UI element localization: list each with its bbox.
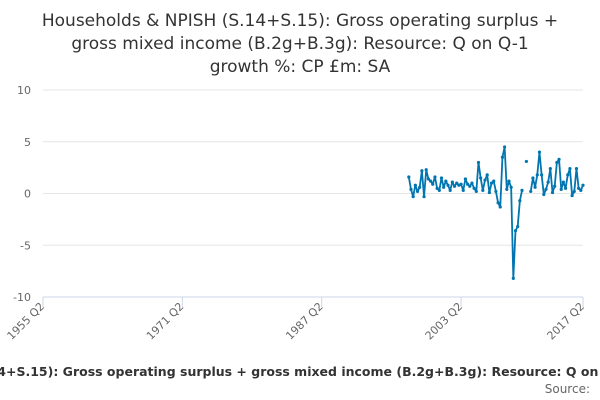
data-point[interactable] [420,169,424,173]
data-point[interactable] [494,189,498,194]
data-point[interactable] [446,183,450,187]
data-point[interactable] [428,179,433,183]
y-axis-tick-labels: 10 5 0 -5 -10 [13,84,31,304]
data-point[interactable] [568,167,572,171]
data-point[interactable] [572,189,576,194]
data-point[interactable] [540,173,544,177]
data-point[interactable] [463,177,468,181]
data-point[interactable] [424,168,428,172]
data-point[interactable] [435,186,439,190]
data-point[interactable] [442,185,446,189]
data-point[interactable] [537,150,542,154]
chart-title-line-1: Households & NPISH (S.14+S.15): Gross op… [42,11,558,31]
data-point[interactable] [563,186,568,190]
data-point[interactable] [570,193,574,198]
data-point[interactable] [437,188,441,192]
legend-item[interactable]: Households & NPISH (S.14+S.15): Gross op… [0,364,600,379]
data-point[interactable] [553,184,557,188]
data-point[interactable] [439,176,444,180]
data-point[interactable] [455,181,459,185]
y-tick-label: -10 [13,291,31,304]
series-group [407,145,585,280]
data-point[interactable] [516,225,520,229]
data-point[interactable] [524,159,528,164]
y-tick-label: 10 [17,84,31,97]
data-point[interactable] [513,229,518,233]
data-point[interactable] [481,188,485,192]
legend-label: Households & NPISH (S.14+S.15): Gross op… [0,364,600,379]
data-point[interactable] [566,173,570,177]
data-point[interactable] [444,179,448,183]
data-point[interactable] [518,199,522,203]
data-point[interactable] [492,179,496,183]
data-point[interactable] [548,167,552,171]
data-point[interactable] [409,187,413,191]
y-tick-label: 0 [24,188,31,201]
data-point[interactable] [503,145,507,149]
data-point[interactable] [407,175,411,179]
gridlines [43,89,583,298]
data-point[interactable] [520,188,524,192]
data-point[interactable] [507,179,511,183]
data-point[interactable] [581,183,585,187]
data-point[interactable] [489,181,494,185]
data-point[interactable] [550,190,555,195]
data-point[interactable] [509,185,513,189]
y-tick-label: -5 [20,239,31,252]
data-point[interactable] [415,189,420,194]
data-point[interactable] [452,184,457,188]
data-point[interactable] [546,180,550,184]
data-point[interactable] [472,186,476,190]
data-point[interactable] [559,187,563,191]
data-point[interactable] [529,189,533,194]
data-point[interactable] [418,185,422,189]
data-point[interactable] [411,195,415,199]
data-point[interactable] [422,195,426,199]
data-point[interactable] [474,189,478,194]
data-point[interactable] [533,185,537,189]
data-point[interactable] [542,192,546,197]
data-point[interactable] [433,175,437,179]
data-point[interactable] [479,176,483,180]
data-point[interactable] [461,188,465,192]
source-label: Source: [545,382,590,396]
data-point[interactable] [561,180,566,184]
data-point[interactable] [557,157,561,161]
data-point[interactable] [505,187,509,191]
data-point[interactable] [511,276,515,280]
data-point[interactable] [531,176,535,180]
data-point[interactable] [426,177,430,181]
chart-title-line-3: growth %: CP £m: SA [210,57,391,77]
data-point[interactable] [577,186,581,190]
data-point[interactable] [468,184,472,188]
data-point[interactable] [496,201,500,205]
data-point[interactable] [448,188,452,192]
data-point[interactable] [466,182,470,186]
data-point[interactable] [555,160,559,165]
data-point[interactable] [574,167,579,171]
data-point[interactable] [500,155,505,159]
y-tick-label: 5 [24,136,31,149]
data-point[interactable] [498,205,502,209]
data-point[interactable] [413,183,417,187]
data-point[interactable] [487,190,491,195]
data-point[interactable] [450,180,454,184]
data-point[interactable] [579,188,583,192]
data-point[interactable] [544,187,548,191]
data-point[interactable] [476,160,481,165]
data-point[interactable] [483,178,487,182]
data-point[interactable] [535,173,539,177]
data-point[interactable] [485,173,489,177]
data-point[interactable] [470,181,474,185]
chart-title-line-2: gross mixed income (B.2g+B.3g): Resource… [71,34,528,54]
data-point[interactable] [459,182,463,186]
data-point[interactable] [431,182,435,186]
